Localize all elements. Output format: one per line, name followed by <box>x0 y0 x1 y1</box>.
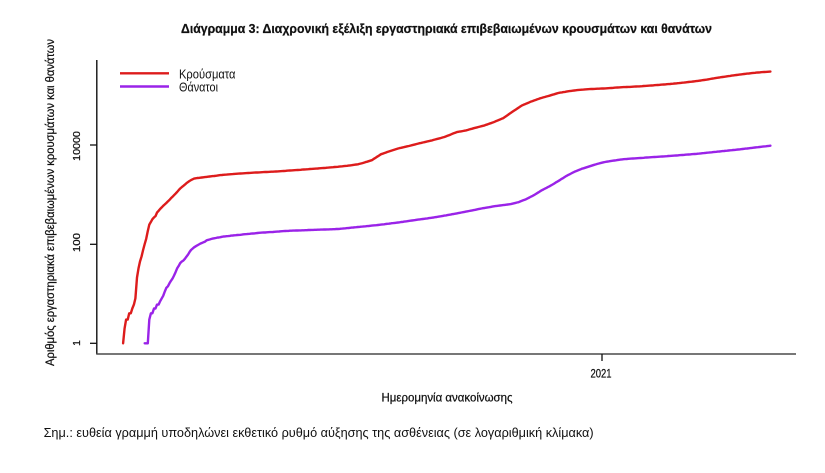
svg-text:2021: 2021 <box>591 366 612 380</box>
svg-text:Ημερομηνία ανακοίνωσης: Ημερομηνία ανακοίνωσης <box>382 391 513 405</box>
svg-text:Σημ.: ευθεία γραμμή υποδηλώνει: Σημ.: ευθεία γραμμή υποδηλώνει εκθετικό … <box>44 426 594 440</box>
svg-text:10000: 10000 <box>72 131 83 161</box>
svg-text:100: 100 <box>72 233 83 252</box>
svg-text:Κρούσματα: Κρούσματα <box>179 67 236 81</box>
svg-text:Αριθμός εργαστηριακά επιβεβαιω: Αριθμός εργαστηριακά επιβεβαιωμένων κρου… <box>43 39 57 366</box>
svg-text:Διάγραμμα 3: Διαχρονική εξέλιξ: Διάγραμμα 3: Διαχρονική εξέλιξη εργαστηρ… <box>181 21 712 36</box>
svg-text:1: 1 <box>72 340 83 346</box>
svg-text:Θάνατοι: Θάνατοι <box>179 80 218 94</box>
